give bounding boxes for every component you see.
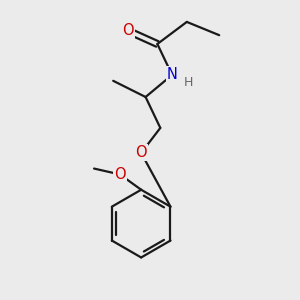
Text: H: H [184, 76, 193, 89]
Text: O: O [135, 146, 147, 160]
Text: N: N [167, 68, 178, 82]
Text: O: O [114, 167, 126, 182]
Text: O: O [122, 23, 134, 38]
